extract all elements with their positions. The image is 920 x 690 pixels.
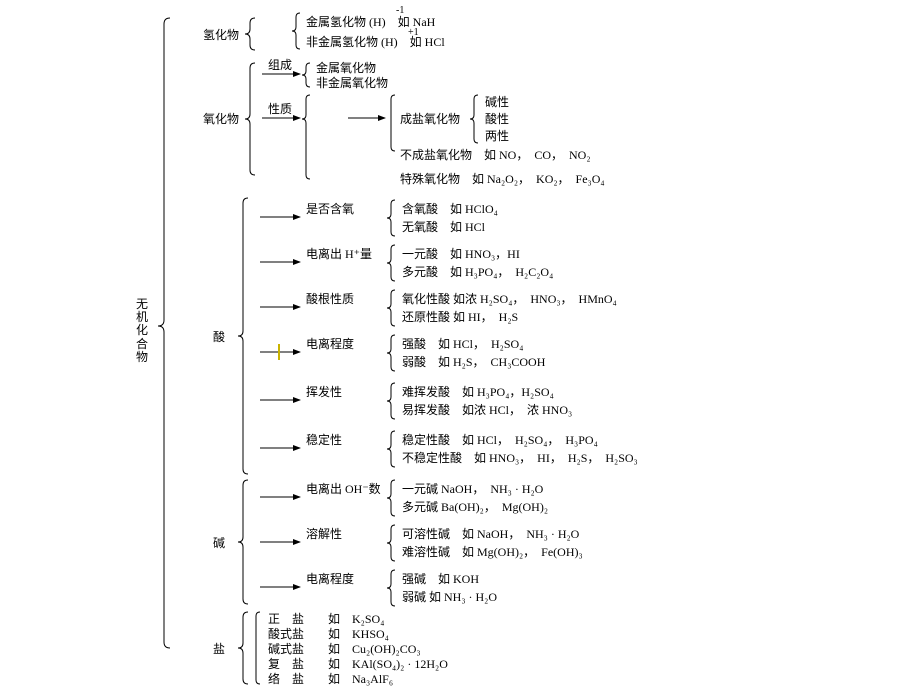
base-g2-c0: 强碱 如 KOH: [402, 572, 479, 586]
base-g0-c1: 多元碱 Ba(OH)₂， Mg(OH)₂: [402, 500, 548, 514]
salt-2: 碱式盐 如 Cu₂(OH)₂CO₃: [268, 642, 421, 656]
oxide-comp-label: 组成: [268, 58, 292, 72]
acid-g2-c1: 还原性酸 如 HI， H₂S: [402, 310, 518, 324]
base-label: 碱: [213, 536, 225, 550]
oxide-saltforming-2: 两性: [485, 129, 509, 143]
hydride-annot-bot: +1: [408, 27, 419, 39]
acid-g3-c1: 弱酸 如 H₂S， CH₃COOH: [402, 355, 545, 369]
oxide-nonsalt: 不成盐氧化物 如 NO， CO， NO₂: [400, 148, 591, 162]
acid-g5-c0: 稳定性酸 如 HCl， H₂SO₄， H₃PO₄: [402, 433, 598, 447]
acid-g2-c0: 氧化性酸 如浓 H₂SO₄， HNO₃， HMnO₄: [402, 292, 617, 306]
acid-g5-label: 稳定性: [306, 433, 342, 447]
base-g0-label: 电离出 OH⁻数: [306, 482, 381, 496]
root-label: 无机化合物: [136, 298, 148, 364]
oxide-prop-label: 性质: [268, 102, 292, 116]
salt-1: 酸式盐 如 KHSO₄: [268, 627, 389, 641]
acid-g4-label: 挥发性: [306, 385, 342, 399]
acid-g1-label: 电离出 H⁺量: [306, 247, 372, 261]
salt-label: 盐: [213, 642, 225, 656]
acid-g0-label: 是否含氧: [306, 202, 354, 216]
acid-label: 酸: [213, 330, 225, 344]
acid-g1-c1: 多元酸 如 H₃PO₄， H₂C₂O₄: [402, 265, 553, 279]
oxide-saltforming-1: 酸性: [485, 112, 509, 126]
salt-3: 复 盐 如 KAl(SO₄)₂ · 12H₂O: [268, 657, 448, 671]
salt-0: 正 盐 如 K₂SO₄: [268, 612, 384, 626]
salt-4: 络 盐 如 Na₃AlF₆: [268, 672, 393, 686]
base-g2-c1: 弱碱 如 NH₃ · H₂O: [402, 590, 497, 604]
base-g2-label: 电离程度: [306, 572, 354, 586]
acid-g2-label: 酸根性质: [306, 292, 354, 306]
oxide-label: 氧化物: [203, 112, 239, 126]
acid-g0-c1: 无氧酸 如 HCl: [402, 220, 485, 234]
oxide-saltforming-0: 碱性: [485, 95, 509, 109]
base-g1-c0: 可溶性碱 如 NaOH， NH₃ · H₂O: [402, 527, 579, 541]
acid-g5-c1: 不稳定性酸 如 HNO₃， HI， H₂S， H₂SO₃: [402, 451, 638, 465]
hydride-label: 氢化物: [203, 28, 239, 42]
oxide-saltforming-label: 成盐氧化物: [400, 112, 460, 126]
oxide-comp-1: 非金属氧化物: [316, 76, 388, 90]
base-g1-label: 溶解性: [306, 527, 342, 541]
acid-g1-c0: 一元酸 如 HNO₃，HI: [402, 247, 520, 261]
hydride-child-1: 非金属氢化物 (H) 如 HCl: [306, 35, 445, 49]
acid-g0-c0: 含氧酸 如 HClO₄: [402, 202, 498, 216]
acid-g3-label: 电离程度: [306, 337, 354, 351]
acid-g4-c1: 易挥发酸 如浓 HCl， 浓 HNO₃: [402, 403, 572, 417]
acid-g4-c0: 难挥发酸 如 H₃PO₄，H₂SO₄: [402, 385, 554, 399]
base-g0-c0: 一元碱 NaOH， NH₃ · H₂O: [402, 482, 543, 496]
oxide-special: 特殊氧化物 如 Na₂O₂， KO₂， Fe₃O₄: [400, 172, 605, 186]
hydride-annot-top: -1: [396, 5, 404, 17]
base-g1-c1: 难溶性碱 如 Mg(OH)₂， Fe(OH)₃: [402, 545, 583, 559]
oxide-comp-0: 金属氧化物: [316, 61, 376, 75]
acid-g3-c0: 强酸 如 HCl， H₂SO₄: [402, 337, 523, 351]
